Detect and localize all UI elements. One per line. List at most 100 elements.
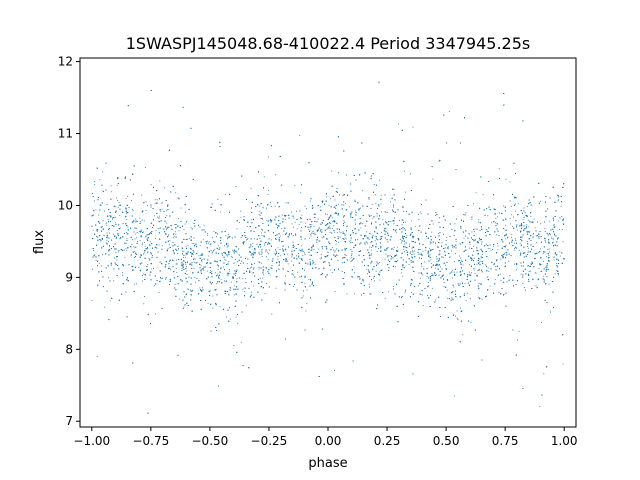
data-point [268,249,270,251]
data-point [348,240,350,242]
data-point [234,259,236,260]
data-point [106,224,108,226]
data-point [435,299,437,301]
data-point [312,207,314,209]
data-point [370,215,372,216]
data-point [106,232,108,234]
data-point [216,283,218,284]
data-point [543,260,544,262]
data-point [410,227,412,229]
data-point [121,272,123,274]
data-point [102,254,104,256]
data-point [357,238,358,240]
data-point [191,243,193,245]
data-point [252,242,254,244]
data-point [410,262,412,264]
data-point [186,288,188,290]
data-point [264,293,266,295]
data-point [310,234,312,236]
data-point [524,212,526,214]
data-point [277,247,279,249]
data-point [528,271,530,272]
data-point [336,231,338,233]
data-point [270,267,272,269]
data-point [451,291,453,293]
data-point [547,266,549,268]
data-point [362,223,364,225]
data-point [319,258,321,260]
data-point [418,214,419,215]
data-point [206,243,207,245]
data-point [348,206,350,208]
data-point [476,274,478,276]
data-point [553,259,555,261]
data-point [136,237,138,239]
data-point [500,258,502,260]
data-point [270,201,271,203]
data-point [529,266,531,268]
data-point [435,264,437,266]
data-point [119,227,121,229]
data-point [342,195,344,196]
data-point [287,263,289,265]
data-point [201,287,203,289]
data-point [304,282,306,284]
data-point [122,223,124,224]
data-point [242,278,244,280]
data-point [517,203,519,205]
data-point [314,263,316,265]
data-point [455,315,456,317]
data-point [304,205,306,207]
data-point [432,223,434,225]
data-point [456,310,458,312]
data-point [441,242,443,244]
data-point [194,276,196,278]
data-point [404,221,406,223]
data-point [141,275,143,276]
data-point [131,243,133,245]
data-point [145,201,147,203]
data-point [115,206,117,208]
data-point [492,249,493,250]
data-point [472,203,474,205]
data-point [261,262,263,264]
data-point [259,277,261,279]
data-point [403,248,405,250]
data-point [184,223,186,225]
data-point [220,268,221,270]
data-point [474,228,476,230]
data-point [328,225,330,227]
data-point [267,221,269,223]
data-point [527,250,529,252]
data-point [447,248,449,250]
data-point [106,243,108,245]
data-point [118,204,120,206]
data-point [93,250,95,251]
data-point [300,192,302,194]
data-point [293,246,295,248]
data-point [94,184,96,186]
data-point [479,258,481,260]
data-point [154,202,156,204]
data-point [100,247,102,249]
data-point [252,285,254,287]
data-point [207,255,209,257]
data-point [376,215,378,217]
data-point [201,259,203,261]
data-point [313,233,315,235]
data-point [335,208,337,209]
data-point [215,260,217,262]
data-point [116,184,118,186]
data-point [180,207,182,209]
data-point [118,251,120,253]
data-point [427,294,429,296]
data-point [380,203,382,205]
data-point [405,289,407,291]
data-point [546,256,547,258]
data-point [93,200,95,202]
data-point [117,233,119,234]
data-point [206,270,208,272]
data-point [445,264,447,266]
data-point [293,274,295,276]
data-point [444,247,446,249]
